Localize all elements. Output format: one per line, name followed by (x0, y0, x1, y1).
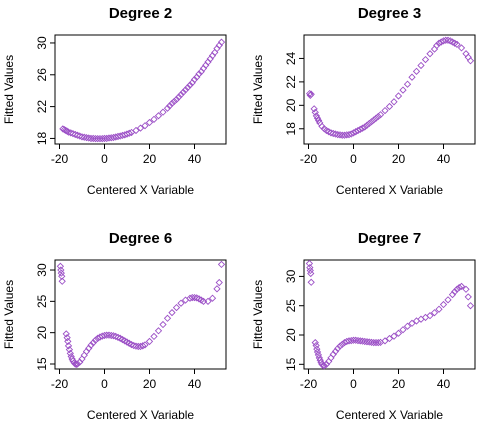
x-tick-label: 20 (143, 152, 157, 166)
y-tick-label: 26 (35, 68, 49, 82)
data-point (418, 62, 424, 68)
data-point (160, 109, 166, 115)
x-tick-label: 40 (188, 377, 202, 391)
plot-frame (55, 35, 226, 144)
data-point (465, 54, 471, 60)
data-point (414, 68, 420, 74)
y-tick-label: 18 (284, 122, 298, 136)
y-tick-label: 15 (35, 357, 49, 371)
data-point (147, 338, 153, 344)
panel-2: Degree 3 -20 0 20 40 18 20 22 24 Centered X Varia… (251, 5, 475, 197)
data-point (432, 46, 438, 52)
x-tick-label: 40 (437, 152, 451, 166)
x-tick-label: 0 (350, 152, 357, 166)
data-point (214, 286, 220, 292)
y-tick-label: 30 (35, 36, 49, 50)
x-tick-label: -20 (300, 152, 318, 166)
data-point (441, 302, 447, 308)
x-tick-label: -20 (300, 377, 318, 391)
y-tick-label: 15 (284, 357, 298, 371)
y-tick-label: 22 (284, 75, 298, 89)
y-tick-label: 30 (35, 263, 49, 277)
data-point (468, 58, 474, 64)
y-axis-label: Fitted Values (2, 55, 16, 124)
data-point (459, 45, 465, 51)
data-point (391, 99, 397, 105)
plot-frame (55, 260, 226, 369)
x-tick-label: -20 (51, 152, 69, 166)
x-tick-label: 20 (392, 377, 406, 391)
data-point (427, 51, 433, 57)
x-tick-label: 0 (350, 377, 357, 391)
y-tick-label: 18 (35, 131, 49, 145)
data-point (174, 305, 180, 311)
data-point (151, 333, 157, 339)
data-point (396, 93, 402, 99)
data-point (171, 98, 177, 104)
x-tick-label: 0 (101, 377, 108, 391)
x-axis-label: Centered X Variable (336, 408, 444, 422)
panel-1: Degree 2 -20 0 20 40 18 22 26 30 Centered X Varia… (2, 5, 226, 197)
y-tick-label: 24 (284, 51, 298, 65)
y-axis-label: Fitted Values (251, 280, 265, 349)
y-tick-label: 22 (35, 100, 49, 114)
data-point (405, 81, 411, 87)
x-tick-label: 40 (188, 152, 202, 166)
x-axis-label: Centered X Variable (336, 183, 444, 197)
x-axis-label: Centered X Variable (87, 183, 195, 197)
y-tick-label: 20 (284, 328, 298, 342)
data-point (81, 352, 87, 358)
data-point (445, 297, 451, 303)
panel-3: Degree 6 -20 0 20 40 15 20 25 30 Centered X Varia… (2, 230, 226, 422)
y-tick-label: 25 (284, 299, 298, 313)
x-tick-label: 20 (392, 152, 406, 166)
x-tick-label: 0 (101, 152, 108, 166)
y-axis-label: Fitted Values (251, 55, 265, 124)
y-tick-label: 20 (35, 326, 49, 340)
data-point (400, 327, 406, 333)
panel-4: Degree 7 -20 0 20 40 15 20 25 30 Centered X Varia… (251, 230, 475, 422)
data-point (409, 74, 415, 80)
plot-frame (304, 260, 475, 369)
data-point (387, 103, 393, 109)
chart-title: Degree 7 (358, 230, 421, 247)
data-point (308, 279, 314, 285)
data-point (156, 328, 162, 334)
x-tick-label: 20 (143, 377, 157, 391)
y-tick-label: 20 (284, 98, 298, 112)
data-point (468, 303, 474, 309)
data-point (423, 57, 429, 63)
data-point (400, 87, 406, 93)
x-tick-label: 40 (437, 377, 451, 391)
data-point (216, 280, 222, 286)
data-point (160, 322, 166, 328)
data-point (219, 261, 225, 267)
data-point (156, 113, 162, 119)
y-tick-label: 25 (35, 294, 49, 308)
data-point (165, 315, 171, 321)
chart-title: Degree 6 (109, 230, 172, 247)
plot-frame (304, 35, 475, 144)
x-axis-label: Centered X Variable (87, 408, 195, 422)
data-point (436, 306, 442, 312)
data-point (328, 355, 334, 361)
y-tick-label: 30 (284, 269, 298, 283)
y-axis-label: Fitted Values (2, 280, 16, 349)
data-point (382, 108, 388, 114)
x-tick-label: -20 (51, 377, 69, 391)
chart-title: Degree 2 (109, 5, 172, 22)
chart-title: Degree 3 (358, 5, 421, 22)
data-point (463, 51, 469, 57)
data-point (312, 340, 318, 346)
data-point (169, 310, 175, 316)
data-point (465, 294, 471, 300)
